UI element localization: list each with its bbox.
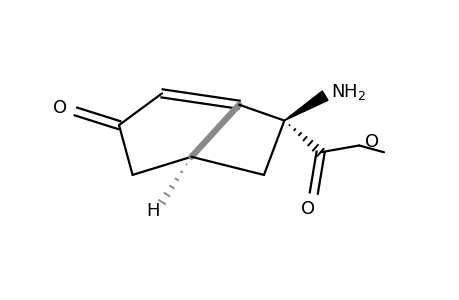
Text: O: O bbox=[53, 99, 67, 117]
Text: H: H bbox=[146, 202, 159, 220]
Text: NH$_2$: NH$_2$ bbox=[330, 82, 365, 103]
Text: O: O bbox=[300, 200, 314, 218]
Text: O: O bbox=[364, 133, 378, 151]
Polygon shape bbox=[284, 91, 327, 121]
